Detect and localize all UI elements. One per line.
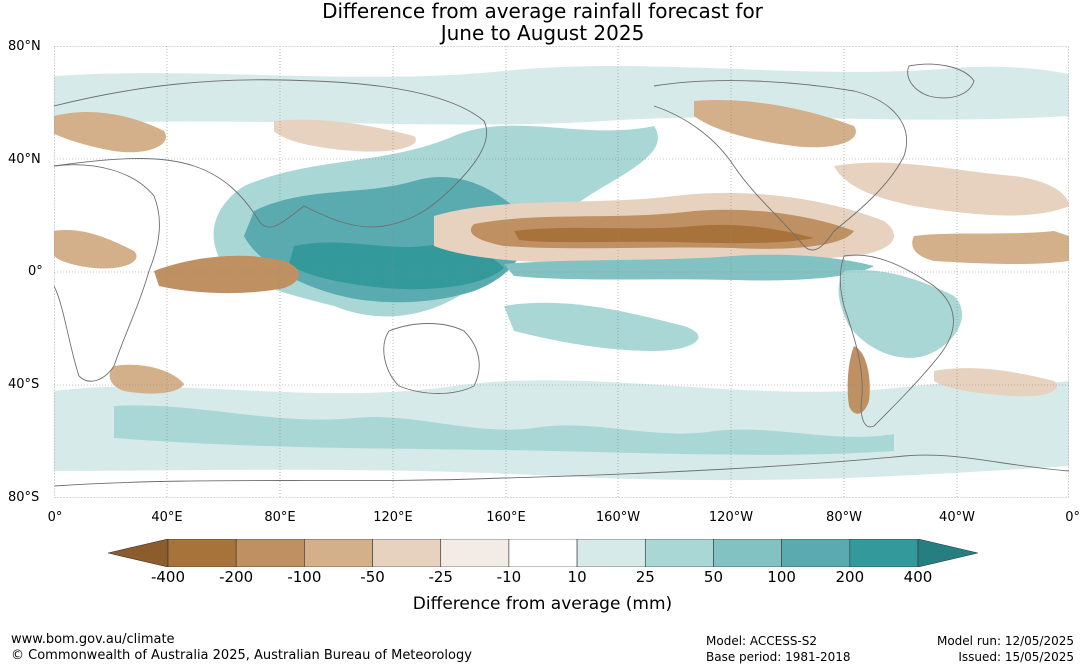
colorbar-tick-label: -10 bbox=[496, 568, 522, 586]
lon-label-0-right: 0° bbox=[1065, 510, 1080, 525]
south-africa-dry bbox=[109, 364, 184, 394]
indian-ocean-dry-band bbox=[154, 255, 299, 294]
colorbar-tick-label: -100 bbox=[287, 568, 322, 586]
model-run-date: Model run: 12/05/2025 bbox=[936, 634, 1074, 648]
title-line-1: Difference from average rainfall forecas… bbox=[322, 0, 763, 23]
colorbar-swatch bbox=[304, 539, 373, 567]
colorbar-tick-label: 100 bbox=[767, 568, 796, 586]
north-america-outline bbox=[653, 80, 907, 251]
north-america-dry bbox=[694, 100, 856, 148]
footer-dates: Model run: 12/05/2025 Issued: 15/05/2025 bbox=[937, 633, 1074, 665]
lat-label-40n: 40°N bbox=[8, 152, 41, 167]
lon-label-120w: 120°W bbox=[708, 510, 754, 525]
eurasia-outline bbox=[53, 79, 488, 228]
colorbar-label: Difference from average (mm) bbox=[412, 594, 673, 614]
atlantic-dry-band bbox=[912, 231, 1069, 265]
africa-outline bbox=[53, 164, 160, 382]
colorbar-swatch bbox=[440, 539, 510, 567]
lon-label-40e: 40°E bbox=[151, 510, 183, 525]
lon-label-160w: 160°W bbox=[595, 510, 641, 525]
colorbar-swatch bbox=[849, 539, 919, 567]
lat-label-equator: 0° bbox=[28, 264, 43, 279]
colorbar-swatch bbox=[508, 539, 578, 567]
lon-label-80w: 80°W bbox=[826, 510, 862, 525]
graticule bbox=[54, 46, 1069, 498]
footer-left: www.bom.gov.au/climate © Commonwealth of… bbox=[11, 632, 472, 664]
colorbar bbox=[108, 539, 978, 567]
colorbar-swatch bbox=[713, 539, 782, 567]
copyright-text: © Commonwealth of Australia 2025, Austra… bbox=[11, 648, 472, 663]
south-pacific-wet bbox=[504, 302, 699, 351]
lon-label-80e: 80°E bbox=[264, 510, 296, 525]
rainfall-anomaly-map bbox=[53, 46, 1070, 498]
colorbar-swatch bbox=[372, 539, 442, 567]
colorbar-tick-label: -200 bbox=[219, 568, 254, 586]
base-period: Base period: 1981-2018 bbox=[706, 650, 851, 664]
title-line-2: June to August 2025 bbox=[440, 21, 645, 45]
colorbar-swatch bbox=[644, 539, 714, 567]
africa-dry-band bbox=[54, 230, 137, 269]
colorbar-tick-label: 25 bbox=[635, 568, 655, 586]
model-name: Model: ACCESS-S2 bbox=[706, 634, 818, 648]
greenland-outline bbox=[907, 63, 975, 99]
lon-label-0-left: 0° bbox=[47, 510, 63, 525]
south-america-wet bbox=[838, 270, 963, 358]
east-pacific-wet-strip bbox=[504, 254, 874, 281]
south-america-outline bbox=[839, 254, 954, 428]
colorbar-swatch bbox=[235, 539, 305, 567]
website-link[interactable]: www.bom.gov.au/climate bbox=[11, 632, 175, 647]
arctic-wet-band bbox=[54, 66, 1069, 125]
coastlines bbox=[53, 63, 1070, 487]
lat-label-80s: 80°S bbox=[8, 490, 40, 505]
colorbar-tick-label: 10 bbox=[567, 568, 587, 586]
map-svg bbox=[53, 46, 1070, 498]
pacific-dry-band-core bbox=[514, 224, 814, 244]
issued-date: Issued: 15/05/2025 bbox=[958, 650, 1074, 664]
colorbar-tick-label: -25 bbox=[428, 568, 453, 586]
colorbar-swatch bbox=[167, 539, 237, 567]
anomaly-fields bbox=[54, 66, 1069, 481]
colorbar-tick-label: 200 bbox=[835, 568, 865, 586]
map-frame bbox=[54, 46, 1069, 498]
colorbar-tick-label: -50 bbox=[360, 568, 385, 586]
lon-label-160e: 160°E bbox=[486, 510, 526, 525]
antarctica-outline bbox=[53, 454, 1070, 487]
south-atlantic-dry bbox=[934, 368, 1057, 397]
colorbar-high-extend bbox=[917, 539, 978, 567]
lon-label-40w: 40°W bbox=[939, 510, 975, 525]
colorbar-swatch bbox=[576, 539, 646, 567]
colorbar-swatch bbox=[781, 539, 851, 567]
colorbar-tick-label: -400 bbox=[150, 568, 186, 586]
west-pacific-wet-core bbox=[289, 242, 504, 290]
australia-outline bbox=[383, 323, 480, 394]
map-title: Difference from average rainfall forecas… bbox=[0, 0, 1085, 44]
southern-ocean-wet-core bbox=[114, 405, 894, 455]
europe-dry bbox=[54, 111, 166, 153]
colorbar-tick-label: 50 bbox=[703, 568, 723, 586]
colorbar-low-extend bbox=[108, 539, 169, 567]
lat-label-40s: 40°S bbox=[8, 377, 40, 392]
footer-model-info: Model: ACCESS-S2 Base period: 1981-2018 bbox=[706, 633, 851, 665]
north-atlantic-dry bbox=[834, 162, 1069, 216]
lat-label-80n: 80°N bbox=[8, 39, 41, 54]
colorbar-tick-label: 400 bbox=[903, 568, 933, 586]
central-asia-dry bbox=[274, 119, 416, 152]
lon-label-120e: 120°E bbox=[373, 510, 413, 525]
southern-chile-dry bbox=[847, 346, 870, 414]
